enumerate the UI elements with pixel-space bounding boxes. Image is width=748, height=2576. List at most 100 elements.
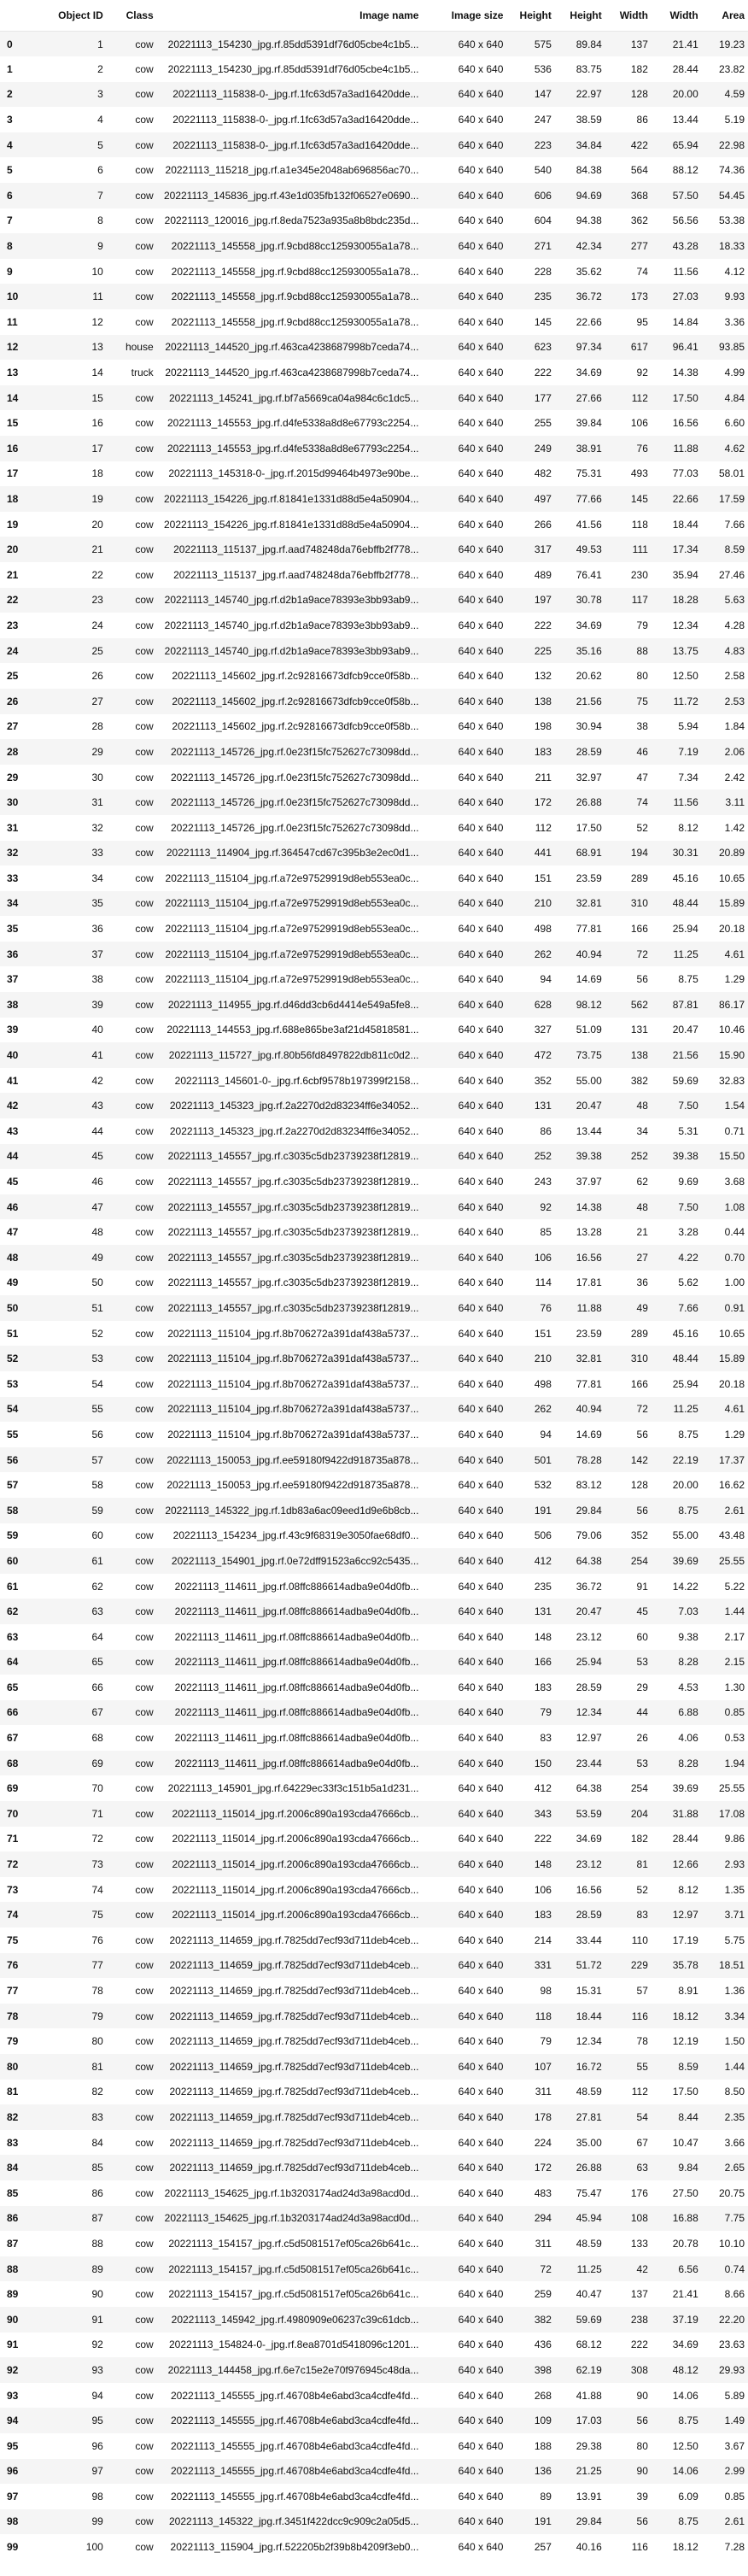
row-index-cell: 57 [7, 1479, 19, 1492]
image-size-cell: 640 x 640 [458, 897, 504, 910]
class-cell: cow [135, 1580, 154, 1593]
height-px-cell: 148 [534, 1630, 552, 1643]
image-size-cell: 640 x 640 [458, 88, 504, 101]
width-px-cell: 252 [630, 1150, 648, 1163]
table-row: 3 4 cow 20221113_115838-0-_jpg.rf.1fc63d57a… [0, 107, 748, 132]
image-name-cell: 20221113_145555_jpg.rf.46708b4e6abd3ca4c… [171, 2490, 419, 2503]
height-pct-cell: 83.75 [576, 62, 602, 75]
table-row: 69 70 cow 20221113_145901_jpg.rf.64229ec33f… [0, 1775, 748, 1802]
table-row: 35 36 cow 20221113_115104_jpg.rf.a72e975299… [0, 916, 748, 942]
image-size-cell: 640 x 640 [458, 1782, 504, 1795]
area-cell: 2.53 [724, 695, 745, 707]
row-index-cell: 28 [7, 745, 19, 758]
object-id-cell: 71 [91, 1807, 103, 1820]
class-cell: house [125, 341, 154, 354]
table-row: 61 62 cow 20221113_114611_jpg.rf.08ffc88661… [0, 1573, 748, 1599]
height-pct-cell: 36.72 [576, 1580, 602, 1593]
table-row: 49 50 cow 20221113_145557_jpg.rf.c3035c5db2… [0, 1270, 748, 1296]
height-pct-cell: 15.31 [576, 1985, 602, 1998]
object-id-cell: 2 [97, 62, 103, 75]
image-size-cell: 640 x 640 [458, 2363, 504, 2376]
row-index-cell: 25 [7, 670, 19, 683]
width-pct-cell: 8.75 [678, 1504, 698, 1517]
class-cell: cow [135, 2465, 154, 2478]
image-size-cell: 640 x 640 [458, 341, 504, 354]
image-size-cell: 640 x 640 [458, 391, 504, 404]
height-pct-cell: 23.12 [576, 1858, 602, 1871]
table-row: 54 55 cow 20221113_115104_jpg.rf.8b706272a3… [0, 1396, 748, 1423]
table-row: 19 20 cow 20221113_154226_jpg.rf.81841e1331… [0, 511, 748, 537]
height-pct-cell: 97.34 [576, 341, 602, 354]
row-index-cell: 30 [7, 796, 19, 809]
object-id-cell: 9 [97, 240, 103, 253]
width-pct-cell: 8.12 [678, 1883, 698, 1896]
table-row: 17 18 cow 20221113_145318-0-_jpg.rf.2015d99… [0, 461, 748, 487]
image-name-cell: 20221113_115104_jpg.rf.a72e97529919d8eb5… [165, 871, 419, 884]
image-size-cell: 640 x 640 [458, 214, 504, 227]
row-index-cell: 76 [7, 1959, 19, 1972]
height-pct-cell: 26.88 [576, 2162, 602, 2174]
row-index-cell: 83 [7, 2136, 19, 2149]
image-size-cell: 640 x 640 [458, 315, 504, 328]
image-name-cell: 20221113_114659_jpg.rf.7825dd7ecf93d711d… [169, 2060, 419, 2073]
image-size-cell: 640 x 640 [458, 670, 504, 683]
row-index-cell: 14 [7, 391, 19, 404]
class-cell: truck [131, 367, 154, 379]
height-pct-cell: 33.44 [576, 1933, 602, 1946]
area-cell: 5.89 [724, 2389, 745, 2402]
height-pct-cell: 14.69 [576, 973, 602, 986]
height-pct-cell: 27.66 [576, 391, 602, 404]
width-pct-cell: 8.44 [678, 2110, 698, 2123]
object-id-cell: 67 [91, 1706, 103, 1719]
image-size-cell: 640 x 640 [458, 1681, 504, 1693]
height-pct-cell: 55.00 [576, 1074, 602, 1087]
image-size-cell: 640 x 640 [458, 1807, 504, 1820]
row-index-cell: 36 [7, 948, 19, 960]
object-id-cell: 100 [85, 2541, 103, 2554]
height-pct-cell: 29.84 [576, 1504, 602, 1517]
image-size-cell: 640 x 640 [458, 189, 504, 202]
width-pct-cell: 9.84 [678, 2162, 698, 2174]
object-id-cell: 33 [91, 847, 103, 860]
width-pct-cell: 22.19 [672, 1453, 698, 1466]
image-name-cell: 20221113_115104_jpg.rf.8b706272a391daf43… [167, 1327, 419, 1340]
class-cell: cow [135, 2338, 154, 2351]
table-row: 68 69 cow 20221113_114611_jpg.rf.08ffc88661… [0, 1750, 748, 1776]
area-cell: 0.71 [724, 1124, 745, 1137]
height-px-cell: 623 [534, 341, 552, 354]
width-px-cell: 26 [636, 1732, 648, 1745]
image-name-cell: 20221113_114904_jpg.rf.364547cd67c395b3e… [166, 847, 419, 860]
width-px-cell: 238 [630, 2313, 648, 2326]
image-size-cell: 640 x 640 [458, 1529, 504, 1542]
row-index-cell: 91 [7, 2338, 19, 2351]
object-id-cell: 5 [97, 138, 103, 151]
height-pct-cell: 79.06 [576, 1529, 602, 1542]
width-px-cell: 368 [630, 189, 648, 202]
row-index-cell: 19 [7, 518, 19, 531]
image-name-cell: 20221113_115218_jpg.rf.a1e345e2048ab6968… [165, 164, 419, 177]
object-id-cell: 45 [91, 1150, 103, 1163]
class-cell: cow [135, 1706, 154, 1719]
class-cell: cow [135, 1504, 154, 1517]
row-index-cell: 1 [7, 62, 13, 75]
row-index-cell: 13 [7, 367, 19, 379]
height-pct-cell: 30.78 [576, 594, 602, 607]
height-px-cell: 114 [535, 1276, 552, 1289]
image-name-cell: 20221113_145557_jpg.rf.c3035c5db23739238… [167, 1251, 419, 1264]
image-name-cell: 20221113_145558_jpg.rf.9cbd88cc125930055… [171, 315, 419, 328]
image-size-cell: 640 x 640 [458, 1453, 504, 1466]
object-id-cell: 79 [91, 2010, 103, 2022]
class-cell: cow [135, 1529, 154, 1542]
height-pct-cell: 14.38 [576, 1200, 602, 1213]
class-cell: cow [135, 821, 154, 834]
width-px-cell: 29 [636, 1681, 648, 1693]
image-name-cell: 20221113_114611_jpg.rf.08ffc886614adba9e… [174, 1681, 419, 1693]
width-px-cell: 95 [636, 315, 648, 328]
image-name-cell: 20221113_145323_jpg.rf.2a2270d2d83234ff6… [169, 1124, 419, 1137]
image-size-cell: 640 x 640 [458, 973, 504, 986]
width-px-cell: 52 [636, 821, 648, 834]
area-cell: 2.65 [724, 2162, 745, 2174]
class-cell: cow [135, 1985, 154, 1998]
image-size-cell: 640 x 640 [458, 1985, 504, 1998]
class-cell: cow [135, 594, 154, 607]
